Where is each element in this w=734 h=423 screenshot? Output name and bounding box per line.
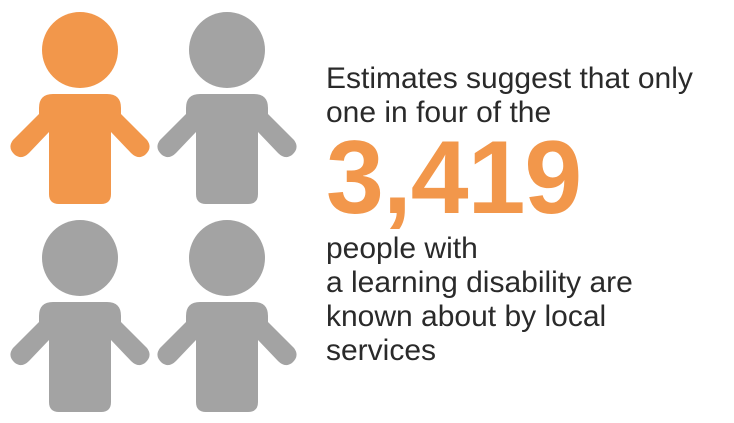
statistic-text: Estimates suggest that only one in four … <box>326 62 726 368</box>
intro-text: Estimates suggest that only one in four … <box>326 62 726 130</box>
people-grid <box>0 0 300 423</box>
person-icon <box>10 220 150 412</box>
person-icon <box>5 218 155 418</box>
person-icon <box>152 218 302 418</box>
person-icon <box>157 12 297 204</box>
outro-text: people with a learning disability are kn… <box>326 232 726 368</box>
outro-line: services <box>326 334 437 367</box>
person-icon <box>157 220 297 412</box>
intro-line: one in four of the <box>326 96 552 129</box>
person-icon-highlighted <box>5 10 155 210</box>
big-number: 3,419 <box>326 120 582 236</box>
outro-line: a learning disability are <box>326 266 633 299</box>
person-icon <box>10 12 150 204</box>
intro-line: Estimates suggest that only <box>326 62 693 95</box>
outro-line: known about by local <box>326 300 607 333</box>
outro-line: people with <box>326 232 478 265</box>
person-icon <box>152 10 302 210</box>
